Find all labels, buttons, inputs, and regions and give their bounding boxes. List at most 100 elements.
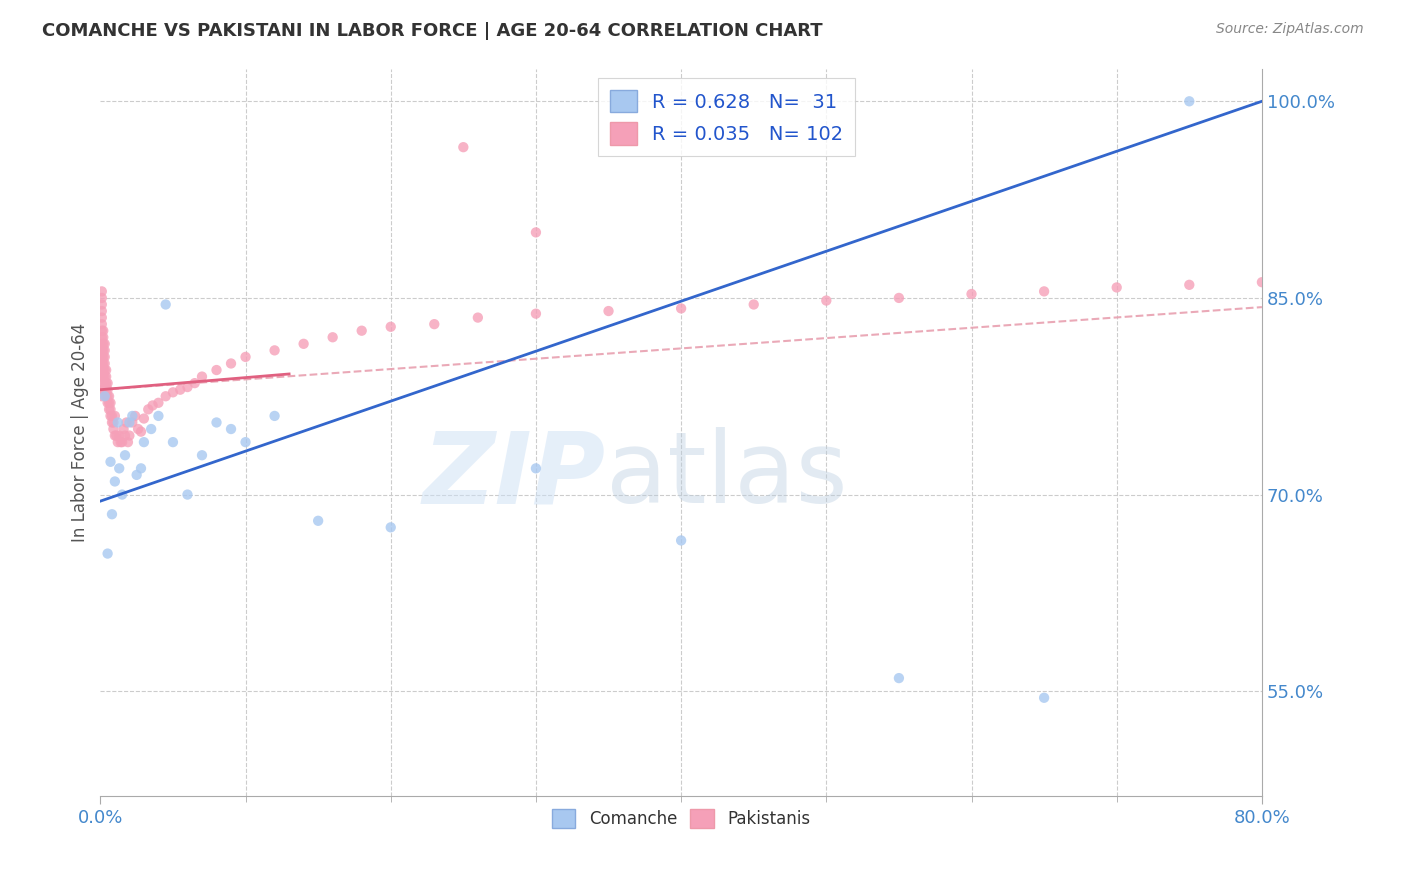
Point — [90, 356, 112, 370]
Point — [93, 363, 115, 377]
Point — [183, 376, 205, 391]
Point — [96, 369, 118, 384]
Point — [132, 435, 155, 450]
Point — [121, 409, 143, 423]
Text: ZIP: ZIP — [423, 427, 606, 524]
Legend: Comanche, Pakistanis: Comanche, Pakistanis — [546, 803, 817, 835]
Point — [524, 461, 547, 475]
Point — [322, 330, 344, 344]
Point — [111, 487, 134, 501]
Point — [97, 547, 120, 561]
Point — [98, 402, 121, 417]
Point — [93, 336, 115, 351]
Point — [114, 428, 136, 442]
Point — [93, 376, 115, 391]
Point — [93, 350, 115, 364]
Point — [108, 461, 131, 475]
Point — [669, 301, 692, 316]
Point — [129, 461, 152, 475]
Point — [380, 520, 402, 534]
Point — [91, 330, 114, 344]
Point — [90, 376, 112, 391]
Point — [93, 343, 115, 358]
Point — [101, 416, 124, 430]
Text: COMANCHE VS PAKISTANI IN LABOR FORCE | AGE 20-64 CORRELATION CHART: COMANCHE VS PAKISTANI IN LABOR FORCE | A… — [42, 22, 823, 40]
Point — [1105, 280, 1128, 294]
Point — [960, 287, 983, 301]
Point — [93, 383, 115, 397]
Point — [91, 363, 114, 377]
Point — [97, 396, 120, 410]
Point — [1033, 285, 1056, 299]
Point — [90, 330, 112, 344]
Point — [100, 409, 122, 423]
Point — [1178, 277, 1201, 292]
Point — [90, 336, 112, 351]
Point — [132, 411, 155, 425]
Point — [98, 389, 121, 403]
Point — [136, 402, 159, 417]
Point — [155, 297, 177, 311]
Point — [205, 363, 228, 377]
Point — [90, 310, 112, 325]
Point — [205, 416, 228, 430]
Point — [104, 409, 127, 423]
Point — [155, 389, 177, 403]
Point — [141, 422, 163, 436]
Point — [107, 416, 129, 430]
Point — [96, 376, 118, 391]
Point — [91, 343, 114, 358]
Point — [96, 363, 118, 377]
Point — [93, 356, 115, 370]
Point — [263, 409, 285, 423]
Point — [524, 307, 547, 321]
Point — [91, 350, 114, 364]
Point — [1178, 95, 1201, 109]
Y-axis label: In Labor Force | Age 20-64: In Labor Force | Age 20-64 — [72, 323, 89, 541]
Point — [127, 422, 149, 436]
Point — [100, 402, 122, 417]
Point — [91, 324, 114, 338]
Point — [292, 336, 315, 351]
Point — [598, 304, 620, 318]
Point — [350, 324, 373, 338]
Point — [91, 336, 114, 351]
Point — [125, 467, 148, 482]
Point — [742, 297, 765, 311]
Point — [90, 369, 112, 384]
Point — [815, 293, 838, 308]
Point — [453, 140, 475, 154]
Point — [90, 285, 112, 299]
Point — [467, 310, 489, 325]
Point — [887, 671, 910, 685]
Point — [263, 343, 285, 358]
Point — [121, 416, 143, 430]
Point — [90, 389, 112, 403]
Point — [117, 435, 139, 450]
Point — [100, 396, 122, 410]
Point — [307, 514, 329, 528]
Point — [124, 409, 146, 423]
Point — [90, 363, 112, 377]
Point — [1251, 275, 1274, 289]
Point — [669, 533, 692, 548]
Point — [107, 435, 129, 450]
Point — [148, 409, 170, 423]
Point — [90, 297, 112, 311]
Point — [93, 389, 115, 403]
Point — [112, 422, 135, 436]
Point — [235, 435, 257, 450]
Point — [97, 383, 120, 397]
Point — [90, 343, 112, 358]
Point — [90, 304, 112, 318]
Point — [97, 389, 120, 403]
Point — [380, 319, 402, 334]
Point — [118, 416, 141, 430]
Point — [129, 425, 152, 439]
Point — [104, 428, 127, 442]
Point — [1033, 690, 1056, 705]
Point — [176, 487, 198, 501]
Point — [191, 369, 214, 384]
Point — [118, 428, 141, 442]
Point — [101, 507, 124, 521]
